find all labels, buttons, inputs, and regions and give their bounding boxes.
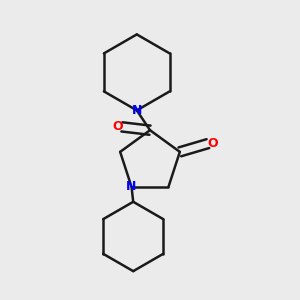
Text: O: O (112, 120, 123, 134)
Text: N: N (126, 180, 137, 194)
Text: O: O (207, 137, 218, 150)
Text: N: N (132, 104, 142, 117)
